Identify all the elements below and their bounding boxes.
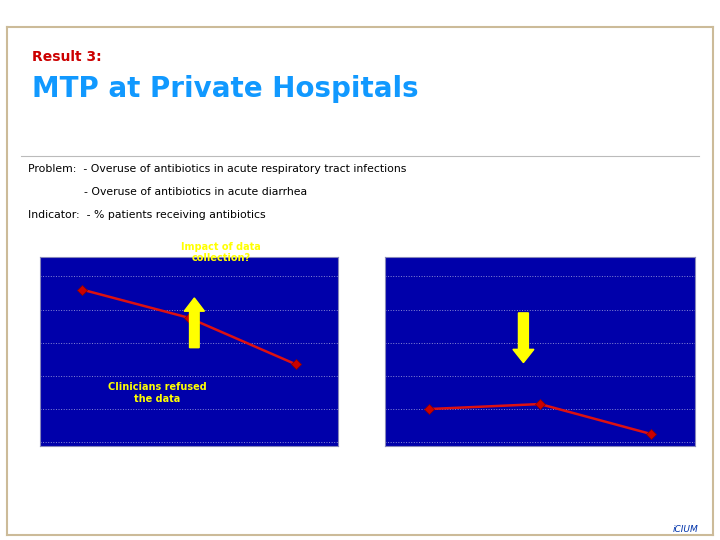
Text: Impact of data
collection?: Impact of data collection?	[181, 241, 261, 263]
FancyArrow shape	[184, 298, 204, 348]
FancyArrow shape	[513, 313, 534, 362]
Text: Panti Rapih Hospital: Panti Rapih Hospital	[102, 477, 276, 492]
Text: Indicator:  - % patients receiving antibiotics: Indicator: - % patients receiving antibi…	[28, 210, 266, 220]
Text: - Overuse of antibiotics in acute diarrhea: - Overuse of antibiotics in acute diarrh…	[28, 187, 307, 197]
Text: Clinicians refused
the data: Clinicians refused the data	[107, 382, 207, 404]
Text: iCIUM: iCIUM	[672, 524, 698, 534]
Text: Problem:  - Overuse of antibiotics in acute respiratory tract infections: Problem: - Overuse of antibiotics in acu…	[28, 164, 407, 174]
Text: Result 3:: Result 3:	[32, 50, 102, 64]
Text: Second International Conference on Improving Use of Medicines: Second International Conference on Impro…	[11, 8, 345, 18]
Text: PKU Hospital: PKU Hospital	[485, 477, 595, 492]
Text: MTP at Private Hospitals: MTP at Private Hospitals	[32, 75, 418, 103]
